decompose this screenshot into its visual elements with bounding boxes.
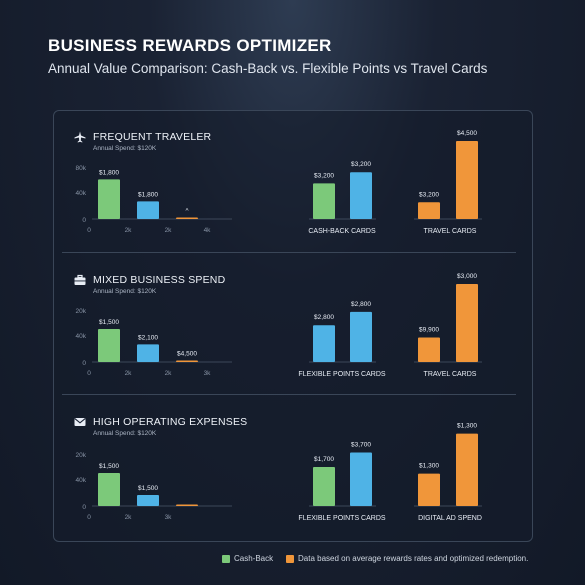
x-tick-label: 3k — [165, 514, 173, 521]
data-label: $3,200 — [419, 191, 439, 198]
section-subtitle: Annual Spend: $120K — [93, 288, 157, 295]
data-label: $1,300 — [457, 423, 477, 430]
data-label: $3,200 — [351, 161, 371, 168]
section-divider — [62, 252, 516, 253]
bar — [418, 202, 440, 219]
bar — [176, 504, 198, 506]
data-label: $3,000 — [457, 273, 477, 280]
y-tick-label: 0 — [82, 504, 86, 511]
bar — [350, 311, 372, 362]
y-tick-label: 40k — [76, 333, 87, 340]
bar — [350, 172, 372, 219]
envelope-icon — [74, 418, 86, 426]
x-tick-label: 0 — [87, 227, 91, 234]
group-label: CASH-BACK CARDS — [308, 228, 376, 235]
data-label: ^ — [185, 208, 189, 215]
bar — [176, 217, 198, 219]
data-label: $2,100 — [138, 334, 158, 341]
bar — [456, 433, 478, 506]
bar — [313, 325, 335, 362]
chart-panel — [53, 110, 533, 542]
data-label: $2,800 — [351, 301, 371, 308]
bar — [313, 467, 335, 506]
bar — [418, 473, 440, 506]
y-tick-label: 40k — [76, 190, 87, 197]
group-label: TRAVEL CARDS — [424, 228, 477, 235]
x-tick-label: 4k — [204, 227, 212, 234]
legend-note-text: Data based on average rewards rates and … — [298, 554, 529, 563]
section-title: FREQUENT TRAVELER — [93, 131, 212, 143]
data-label: $1,300 — [419, 463, 439, 470]
bar — [350, 452, 372, 506]
section-title: MIXED BUSINESS SPEND — [93, 274, 226, 286]
bar — [137, 201, 159, 219]
page-title: BUSINESS REWARDS OPTIMIZER — [48, 36, 332, 55]
bar — [98, 473, 120, 506]
section-title: HIGH OPERATING EXPENSES — [93, 416, 248, 428]
bar — [176, 360, 198, 362]
x-tick-label: 0 — [87, 514, 91, 521]
x-tick-label: 0 — [87, 370, 91, 377]
section-subtitle: Annual Spend: $120K — [93, 145, 157, 152]
bar — [98, 179, 120, 219]
bar — [137, 344, 159, 362]
airplane-icon — [74, 131, 86, 143]
data-label: $4,500 — [177, 351, 197, 358]
group-label: DIGITAL AD SPEND — [418, 515, 482, 522]
bar — [313, 183, 335, 219]
data-label: $1,500 — [99, 319, 119, 326]
bar — [137, 495, 159, 506]
page-subtitle: Annual Value Comparison: Cash-Back vs. F… — [48, 61, 488, 76]
group-label: FLEXIBLE POINTS CARDS — [298, 515, 385, 522]
data-label: $9,900 — [419, 326, 439, 333]
legend-cashback: Cash-Back — [222, 554, 273, 563]
data-label: $1,500 — [99, 463, 119, 470]
bar — [456, 284, 478, 362]
x-tick-label: 2k — [165, 370, 173, 377]
x-tick-label: 2k — [165, 227, 173, 234]
briefcase-icon — [74, 274, 86, 285]
y-tick-label: 20k — [76, 308, 87, 315]
data-label: $1,700 — [314, 456, 334, 463]
y-tick-label: 0 — [82, 360, 86, 367]
legend-note: Data based on average rewards rates and … — [286, 554, 528, 563]
data-label: $1,500 — [138, 485, 158, 492]
y-tick-label: 80k — [76, 165, 87, 172]
bar — [98, 329, 120, 362]
y-tick-label: 20k — [76, 452, 87, 459]
y-tick-label: 40k — [76, 477, 87, 484]
legend-label: Cash-Back — [234, 554, 274, 563]
x-tick-label: 2k — [125, 514, 133, 521]
x-tick-label: 3k — [204, 370, 212, 377]
data-label: $2,800 — [314, 314, 334, 321]
section-subtitle: Annual Spend: $120K — [93, 430, 157, 437]
data-label: $1,800 — [138, 191, 158, 198]
y-tick-label: 0 — [82, 217, 86, 224]
legend-swatch-green — [222, 554, 230, 563]
data-label: $3,700 — [351, 442, 371, 449]
data-label: $4,500 — [457, 130, 477, 137]
data-label: $1,800 — [99, 169, 119, 176]
section-divider — [62, 394, 516, 395]
bar — [456, 141, 478, 219]
x-tick-label: 2k — [125, 227, 133, 234]
data-label: $3,200 — [314, 172, 334, 179]
group-label: FLEXIBLE POINTS CARDS — [298, 371, 385, 378]
x-tick-label: 2k — [125, 370, 133, 377]
bar — [418, 337, 440, 362]
legend-swatch-orange — [286, 554, 294, 563]
group-label: TRAVEL CARDS — [424, 371, 477, 378]
